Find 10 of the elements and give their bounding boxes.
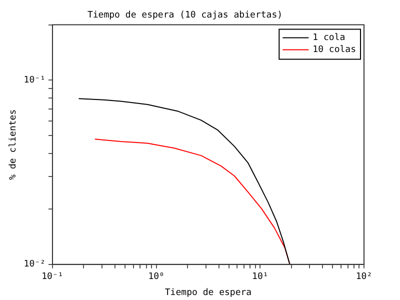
y-tick-label: 10⁻²	[24, 260, 46, 270]
y-axis-title: % de clientes	[8, 109, 19, 180]
legend-label: 1 cola	[312, 33, 346, 44]
x-tick-label: 10⁻¹	[42, 272, 64, 282]
x-tick-label: 10²	[356, 272, 372, 282]
x-axis-title: Tiempo de espera	[164, 288, 252, 298]
legend-label: 10 colas	[312, 45, 356, 56]
x-tick-label: 10¹	[252, 272, 268, 282]
chart-title: Tiempo de espera (10 cajas abiertas)	[87, 10, 283, 21]
x-tick-label: 10⁰	[148, 272, 164, 282]
